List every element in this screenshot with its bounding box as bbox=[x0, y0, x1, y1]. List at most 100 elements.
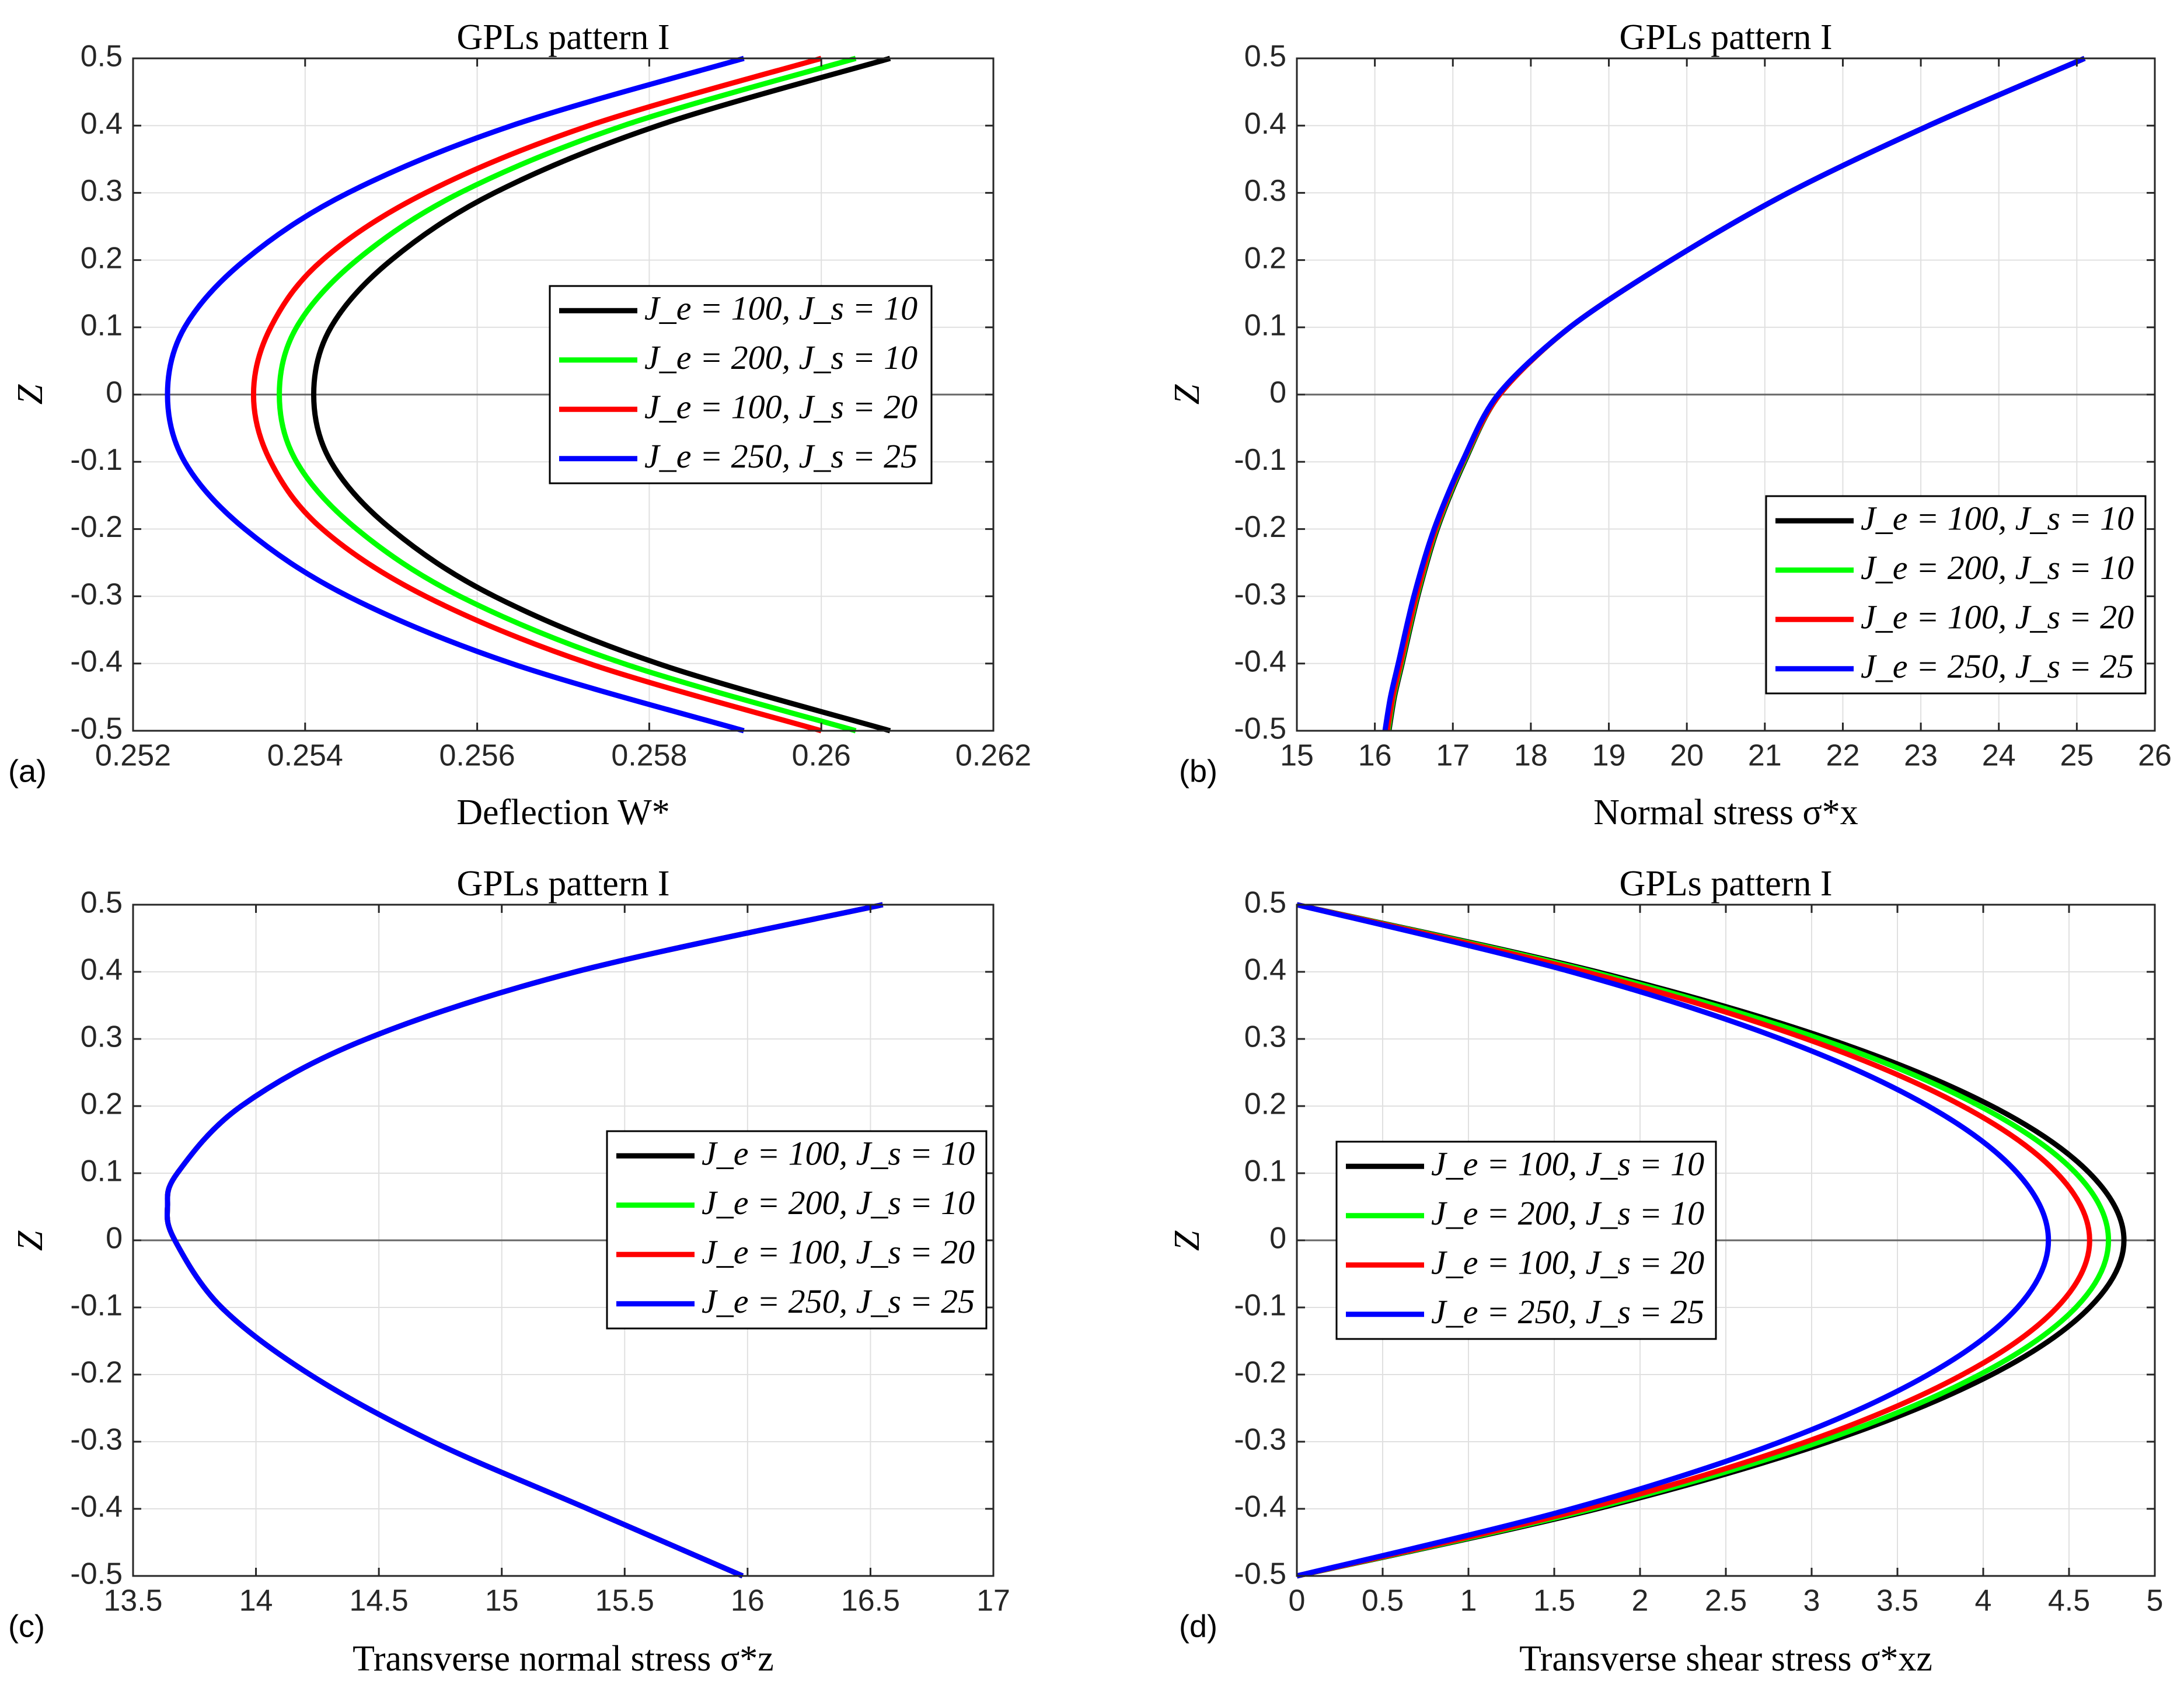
x-axis-label: Transverse shear stress σ*xz bbox=[1519, 1639, 1932, 1679]
y-tick-label: -0.2 bbox=[1234, 1356, 1286, 1390]
legend-entry: J_e = 100, J_s = 20 bbox=[644, 388, 917, 426]
legend-entry: J_e = 100, J_s = 10 bbox=[1861, 500, 2134, 538]
x-tick-label: 15 bbox=[485, 1584, 519, 1618]
y-axis-label: Z bbox=[11, 1230, 50, 1251]
legend-entry: J_e = 200, J_s = 10 bbox=[1431, 1194, 1704, 1232]
legend-box bbox=[606, 1130, 988, 1330]
y-tick-label: -0.2 bbox=[70, 1356, 123, 1390]
legend: J_e = 100, J_s = 10 J_e = 200, J_s = 10 J_… bbox=[549, 285, 933, 484]
y-tick-label: -0.4 bbox=[1234, 645, 1286, 679]
panel-b: 15 16 17 18 19 20 21 22 23 24 25 26 -0.5 -0.4 -0.3 -0.2… bbox=[1167, 18, 2172, 832]
y-tick-label: 0.4 bbox=[81, 953, 123, 987]
y-tick-label: -0.5 bbox=[1234, 1557, 1286, 1591]
y-tick-label: 0.1 bbox=[81, 309, 123, 343]
y-tick-label: 0.5 bbox=[81, 886, 123, 920]
y-tick-label: 0.5 bbox=[1244, 40, 1286, 74]
y-tick-label: 0.2 bbox=[1244, 241, 1286, 275]
y-tick-label: 0.5 bbox=[1244, 886, 1286, 920]
y-tick-label: -0.1 bbox=[1234, 1289, 1286, 1323]
chart-title: GPLs pattern I bbox=[456, 18, 669, 57]
x-tick-label: 4 bbox=[1975, 1584, 1992, 1618]
x-tick-label: 26 bbox=[2138, 739, 2172, 773]
legend-entry: J_e = 100, J_s = 20 bbox=[1431, 1244, 1704, 1282]
y-tick-label: 0.2 bbox=[81, 241, 123, 275]
panel-label: (c) bbox=[8, 1609, 45, 1644]
y-tick-label: 0 bbox=[1269, 376, 1286, 410]
panel-label: (b) bbox=[1179, 754, 1217, 789]
series-line-black bbox=[311, 55, 891, 734]
x-tick-label: 0.252 bbox=[95, 739, 171, 773]
legend-entry: J_e = 250, J_s = 25 bbox=[702, 1282, 975, 1320]
x-tick-label: 16 bbox=[731, 1584, 765, 1618]
x-tick-label: 1 bbox=[1460, 1584, 1477, 1618]
y-tick-label: -0.3 bbox=[1234, 1423, 1286, 1457]
x-tick-label: 16 bbox=[1358, 739, 1392, 773]
legend-box bbox=[1335, 1141, 1717, 1340]
y-tick-label: 0.1 bbox=[81, 1155, 123, 1188]
legend-entry: J_e = 100, J_s = 20 bbox=[702, 1233, 975, 1271]
chart-title: GPLs pattern I bbox=[1619, 864, 1832, 904]
panel-d: 0 0.5 1 1.5 2 2.5 3 3.5 4 4.5 5 -0.5 -0.4 -0.3 -0.2 -0.… bbox=[1167, 864, 2163, 1679]
chart-title: GPLs pattern I bbox=[1619, 18, 1832, 57]
y-tick-label: -0.5 bbox=[70, 1557, 123, 1591]
x-tick-label: 5 bbox=[2147, 1584, 2164, 1618]
x-tick-label: 3 bbox=[1803, 1584, 1820, 1618]
y-axis-label: Z bbox=[1167, 384, 1207, 404]
y-tick-label: 0.3 bbox=[1244, 174, 1286, 208]
y-tick-label: 0.2 bbox=[81, 1087, 123, 1121]
x-tick-label: 0.262 bbox=[955, 739, 1031, 773]
y-tick-label: 0.1 bbox=[1244, 1155, 1286, 1188]
x-tick-label: 16.5 bbox=[841, 1584, 900, 1618]
y-tick-label: -0.2 bbox=[70, 510, 123, 544]
y-tick-label: -0.1 bbox=[1234, 443, 1286, 477]
y-axis-label: Z bbox=[1167, 1230, 1207, 1251]
y-tick-label: 0.4 bbox=[1244, 107, 1286, 141]
x-tick-label: 0.256 bbox=[439, 739, 515, 773]
legend: J_e = 100, J_s = 10 J_e = 200, J_s = 10 J_… bbox=[1335, 1141, 1717, 1340]
y-tick-label: -0.3 bbox=[70, 577, 123, 611]
x-tick-label: 21 bbox=[1748, 739, 1782, 773]
x-tick-label: 2 bbox=[1632, 1584, 1649, 1618]
legend-entry: J_e = 250, J_s = 25 bbox=[1861, 647, 2134, 685]
x-tick-label: 1.5 bbox=[1533, 1584, 1575, 1618]
x-tick-label: 4.5 bbox=[2048, 1584, 2090, 1618]
legend-entry: J_e = 200, J_s = 10 bbox=[1861, 549, 2134, 587]
x-tick-label: 19 bbox=[1592, 739, 1626, 773]
x-axis-label: Normal stress σ*x bbox=[1593, 793, 1858, 832]
legend-entry: J_e = 100, J_s = 10 bbox=[1431, 1145, 1704, 1183]
y-tick-label: 0.2 bbox=[1244, 1087, 1286, 1121]
y-tick-label: 0.4 bbox=[81, 107, 123, 141]
x-tick-label: 0.254 bbox=[267, 739, 343, 773]
y-tick-label: 0 bbox=[106, 1222, 123, 1255]
y-tick-label: 0 bbox=[106, 376, 123, 410]
x-tick-label: 0 bbox=[1289, 1584, 1306, 1618]
y-tick-label: -0.5 bbox=[70, 712, 123, 746]
legend: J_e = 100, J_s = 10 J_e = 200, J_s = 10 J_… bbox=[1765, 495, 2147, 695]
y-tick-label: -0.4 bbox=[70, 645, 123, 679]
x-tick-label: 22 bbox=[1826, 739, 1860, 773]
legend-entry: J_e = 250, J_s = 25 bbox=[1431, 1293, 1704, 1331]
panel-label: (a) bbox=[8, 754, 47, 789]
x-tick-label: 17 bbox=[976, 1584, 1010, 1618]
x-tick-label: 0.5 bbox=[1362, 1584, 1404, 1618]
legend-entry: J_e = 100, J_s = 10 bbox=[644, 290, 917, 327]
y-tick-label: -0.4 bbox=[1234, 1490, 1286, 1524]
chart-title: GPLs pattern I bbox=[456, 864, 669, 904]
x-tick-label: 0.26 bbox=[792, 739, 851, 773]
x-axis-label: Deflection W* bbox=[456, 793, 670, 832]
panel-label: (d) bbox=[1179, 1609, 1217, 1644]
x-tick-label: 25 bbox=[2060, 739, 2094, 773]
y-tick-label: 0.3 bbox=[1244, 1020, 1286, 1054]
legend-entry: J_e = 200, J_s = 10 bbox=[702, 1184, 975, 1222]
x-axis-label: Transverse normal stress σ*z bbox=[353, 1639, 774, 1679]
series-line-green bbox=[277, 55, 857, 734]
series-line-red bbox=[250, 55, 822, 734]
x-tick-label: 14.5 bbox=[350, 1584, 409, 1618]
series-line-blue bbox=[165, 902, 884, 1579]
x-tick-label: 14 bbox=[239, 1584, 273, 1618]
x-tick-label: 2.5 bbox=[1705, 1584, 1747, 1618]
series-line-blue bbox=[165, 55, 745, 734]
series-line-blue bbox=[1296, 902, 2052, 1579]
y-tick-label: -0.4 bbox=[70, 1490, 123, 1524]
y-tick-label: 0 bbox=[1269, 1222, 1286, 1255]
